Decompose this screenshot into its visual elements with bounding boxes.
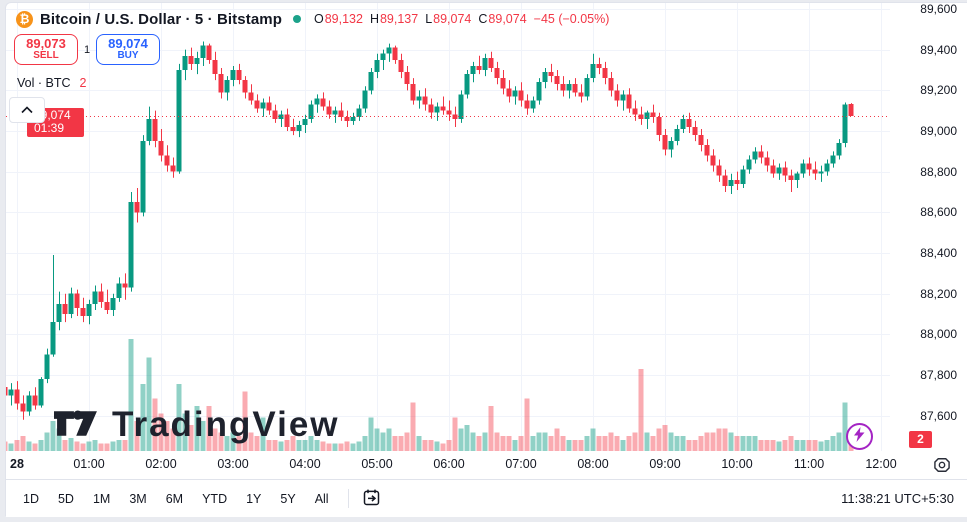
buy-price: 89,074 bbox=[108, 36, 148, 52]
time-axis-label: 04:00 bbox=[289, 457, 321, 471]
volume-legend-label: Vol · BTC bbox=[17, 76, 71, 90]
range-1d-button[interactable]: 1D bbox=[23, 491, 39, 506]
sell-label: SELL bbox=[33, 50, 59, 62]
range-5y-button[interactable]: 5Y bbox=[280, 491, 296, 506]
range-1m-button[interactable]: 1M bbox=[92, 491, 111, 506]
price-axis-label: 88,400 bbox=[920, 246, 957, 261]
chart-canvas[interactable] bbox=[6, 3, 967, 451]
volume-axis-badge: 2 bbox=[909, 431, 932, 448]
time-axis-label: 03:00 bbox=[217, 457, 249, 471]
time-axis-label: 10:00 bbox=[721, 457, 753, 471]
ohlc-values: O 89,132 H 89,137 L 89,074 C 89,074 −45 (−0.… bbox=[314, 12, 609, 26]
time-axis-label: 09:00 bbox=[649, 457, 681, 471]
buy-label: BUY bbox=[117, 50, 139, 62]
spread-value: 1 bbox=[83, 43, 91, 56]
candle-series bbox=[6, 41, 854, 420]
symbol-title[interactable]: Bitcoin / U.S. Dollar · 5 · Bitstamp bbox=[40, 10, 282, 28]
grid-lines bbox=[6, 3, 890, 451]
chart-widget: TradingView ₿ Bitcoin / U.S. Dollar · 5 … bbox=[5, 2, 967, 517]
change-value: −45 (−0.05%) bbox=[533, 12, 610, 26]
price-axis-label: 88,200 bbox=[920, 286, 957, 301]
chevron-up-icon bbox=[21, 101, 33, 119]
close-label: C bbox=[478, 12, 488, 26]
time-axis[interactable]: 28 01:00 02:00 03:00 04:00 05:00 06:00 07:00 08:… bbox=[6, 451, 967, 479]
price-axis-label: 88,000 bbox=[920, 327, 957, 342]
price-axis-label: 87,600 bbox=[920, 408, 957, 423]
time-axis-label: 28 bbox=[10, 457, 24, 471]
sell-price: 89,073 bbox=[26, 36, 66, 52]
legend-collapse-button[interactable] bbox=[9, 97, 45, 123]
low-value: 89,074 bbox=[433, 12, 472, 26]
range-all-button[interactable]: All bbox=[314, 491, 329, 506]
calendar-arrow-icon bbox=[361, 487, 382, 511]
volume-legend-value: 2 bbox=[79, 76, 87, 90]
range-3m-button[interactable]: 3M bbox=[129, 491, 147, 506]
symbol-title-row[interactable]: ₿ Bitcoin / U.S. Dollar · 5 · Bitstamp O… bbox=[16, 8, 609, 30]
chart-area: TradingView ₿ Bitcoin / U.S. Dollar · 5 … bbox=[6, 3, 967, 451]
time-axis-label: 11:00 bbox=[793, 457, 825, 471]
time-axis-label: 05:00 bbox=[361, 457, 393, 471]
high-label: H bbox=[369, 12, 379, 26]
volume-series bbox=[6, 339, 854, 451]
lightning-bolt-button[interactable] bbox=[846, 423, 873, 450]
lightning-bolt-icon bbox=[853, 426, 866, 447]
time-axis-label: 08:00 bbox=[577, 457, 609, 471]
time-axis-label: 06:00 bbox=[433, 457, 465, 471]
time-axis-label: 12:00 bbox=[865, 457, 897, 471]
range-1y-button[interactable]: 1Y bbox=[246, 491, 262, 506]
range-5d-button[interactable]: 5D bbox=[57, 491, 74, 506]
range-ytd-button[interactable]: YTD bbox=[202, 491, 228, 506]
price-axis[interactable]: 89,600 89,400 89,200 89,000 88,800 88,600 88,4… bbox=[890, 3, 967, 451]
sell-button[interactable]: 89,073 SELL bbox=[14, 34, 78, 65]
range-6m-button[interactable]: 6M bbox=[165, 491, 184, 506]
open-value: 89,132 bbox=[324, 12, 363, 26]
toolbar-divider bbox=[347, 489, 349, 508]
price-axis-label: 89,200 bbox=[920, 83, 957, 98]
bar-countdown: 01:39 bbox=[34, 121, 65, 136]
open-label: O bbox=[313, 12, 324, 26]
go-to-date-button[interactable] bbox=[361, 487, 382, 511]
low-label: L bbox=[425, 12, 433, 26]
clock-display[interactable]: 11:38:21 UTC+5:30 bbox=[841, 491, 954, 506]
close-value: 89,074 bbox=[488, 12, 527, 26]
date-range-buttons: 1D 5D 1M 3M 6M YTD 1Y 5Y All bbox=[23, 492, 348, 506]
high-value: 89,137 bbox=[379, 12, 419, 26]
price-axis-label: 89,600 bbox=[920, 3, 957, 16]
price-axis-label: 88,600 bbox=[920, 205, 957, 220]
buy-button[interactable]: 89,074 BUY bbox=[96, 34, 160, 65]
time-axis-label: 01:00 bbox=[73, 457, 105, 471]
time-axis-label: 02:00 bbox=[145, 457, 177, 471]
market-status-icon[interactable] bbox=[292, 15, 301, 23]
trade-buttons-row: 89,073 SELL 1 89,074 BUY bbox=[14, 34, 160, 65]
price-axis-label: 89,000 bbox=[920, 124, 957, 138]
price-axis-label: 87,800 bbox=[920, 368, 957, 383]
price-axis-label: 88,800 bbox=[920, 164, 957, 179]
price-axis-label: 89,400 bbox=[920, 42, 957, 57]
volume-legend[interactable]: Vol · BTC 2 bbox=[17, 76, 86, 90]
bitcoin-icon: ₿ bbox=[16, 10, 33, 28]
time-axis-label: 07:00 bbox=[505, 457, 537, 471]
time-axis-settings-icon[interactable] bbox=[932, 455, 954, 475]
bottom-toolbar: 1D 5D 1M 3M 6M YTD 1Y 5Y All 11:38:21 UTC+5:30 bbox=[6, 479, 967, 517]
